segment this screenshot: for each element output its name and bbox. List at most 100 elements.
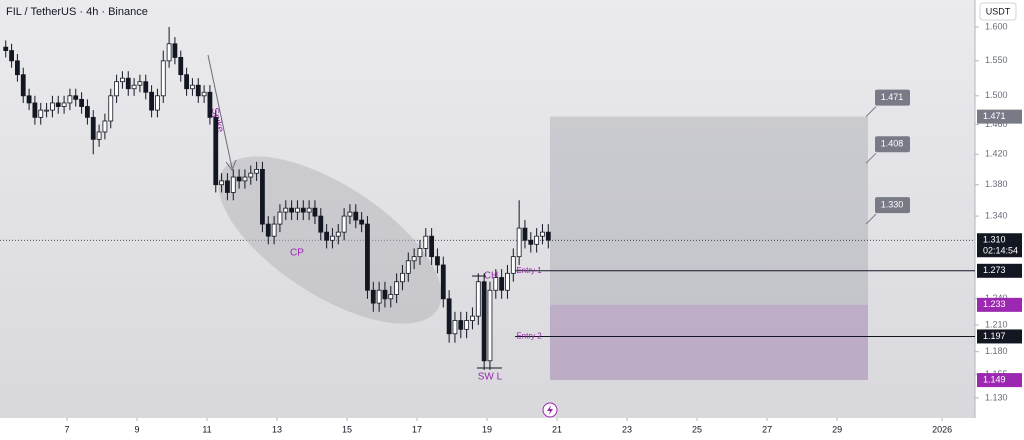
target-pointer	[865, 106, 877, 117]
x-tick-label: 15	[342, 424, 352, 434]
entry-text: Entry 1	[516, 266, 542, 275]
y-tick-label: 1.500	[985, 90, 1008, 100]
candle-body	[534, 235, 540, 245]
x-tick-label: 9	[134, 424, 139, 434]
x-tick-label: 19	[482, 424, 492, 434]
entry-price-tag-label: 1.197	[983, 331, 1006, 341]
target-box	[875, 136, 910, 153]
candle-body	[435, 256, 440, 266]
candle-body	[114, 81, 119, 97]
annotation: CP	[290, 248, 304, 259]
last-price-tag	[977, 233, 1022, 258]
candle-body	[73, 95, 79, 100]
candle-body	[359, 219, 365, 225]
candle-body	[242, 176, 248, 182]
annotation: CH	[484, 271, 498, 282]
time-axis	[0, 418, 975, 440]
candle-body	[335, 231, 341, 237]
candle-body	[510, 256, 516, 274]
candle-body	[545, 231, 551, 241]
x-tick-label: 29	[832, 424, 842, 434]
overlay-layer	[0, 116, 975, 381]
candle-body	[265, 223, 271, 237]
x-tick-label: 2026	[932, 424, 952, 434]
candle-body	[190, 84, 195, 90]
candle-body	[370, 289, 376, 304]
x-tick-label: 13	[272, 424, 282, 434]
candle-body	[55, 102, 61, 107]
candle-body	[505, 272, 510, 291]
target-box	[875, 89, 910, 106]
candle-body	[155, 95, 160, 111]
x-tick-label: 11	[202, 424, 211, 434]
candle-body	[160, 60, 166, 97]
price-axis	[975, 0, 1024, 440]
chart-title: FIL / TetherUS · 4h · Binance	[6, 6, 148, 18]
candle-body	[382, 289, 388, 300]
candle-body	[522, 227, 528, 241]
y-tick-label: 1.550	[985, 55, 1008, 65]
candle-body	[143, 81, 149, 93]
candle-body	[50, 102, 55, 111]
candle-body	[324, 231, 330, 241]
candle-body	[440, 264, 446, 300]
x-tick-label: 23	[622, 424, 632, 434]
candle-body	[283, 207, 289, 213]
zone-price-tag	[977, 297, 1022, 312]
candle-body	[289, 207, 295, 213]
candle-body	[149, 91, 155, 111]
target-price-tag	[977, 109, 1022, 124]
spike-arrow	[225, 159, 237, 172]
candle-body	[14, 60, 20, 76]
candle-body	[207, 91, 213, 118]
target-label: 1.471	[881, 92, 904, 102]
candle-body	[499, 277, 505, 291]
candle-body	[254, 168, 260, 174]
zone-price-tag	[977, 373, 1022, 388]
candle-body	[236, 176, 242, 182]
candle-body	[85, 106, 90, 118]
y-tick-label: 1.180	[985, 346, 1008, 356]
candle-body	[353, 211, 359, 221]
candle-body	[300, 207, 306, 213]
candle-body	[260, 168, 265, 225]
candle-body	[417, 248, 423, 258]
x-tick-label: 21	[552, 424, 562, 434]
candle-body	[481, 281, 487, 362]
zone-price-tag-label: 1.233	[983, 299, 1006, 309]
currency-box[interactable]	[979, 2, 1017, 21]
candle-body	[446, 298, 452, 335]
candle-body	[213, 116, 219, 186]
target-price-tag-label: 1.471	[983, 111, 1006, 121]
candle-body	[108, 95, 114, 122]
candle-body	[172, 43, 178, 58]
candle-body	[248, 172, 254, 178]
y-tick-label: 1.210	[985, 319, 1008, 329]
target-label: 1.408	[881, 139, 904, 149]
candle-body	[90, 116, 96, 140]
candle-body	[400, 272, 405, 283]
target-pointer	[865, 152, 877, 164]
entry-price-tag	[977, 263, 1022, 278]
candle-body	[452, 320, 458, 335]
candle-body	[295, 207, 300, 213]
candle-body	[44, 109, 49, 112]
candle-body	[411, 256, 417, 262]
candle-body	[67, 95, 73, 104]
candle-body	[9, 50, 14, 62]
entry-price-tag	[977, 329, 1022, 344]
candle-body	[96, 131, 102, 140]
candle-body	[137, 81, 143, 86]
y-tick-label: 1.380	[985, 179, 1008, 189]
annotation: SW L	[478, 372, 503, 383]
candle-body	[178, 57, 184, 76]
candle-body	[20, 74, 26, 97]
candle-body	[219, 180, 225, 186]
spike-line	[207, 54, 233, 169]
candle-body	[516, 227, 522, 258]
y-tick-label: 1.600	[985, 21, 1008, 31]
candle-body	[487, 289, 493, 362]
candle-body	[38, 109, 44, 118]
candle-body	[540, 231, 545, 237]
